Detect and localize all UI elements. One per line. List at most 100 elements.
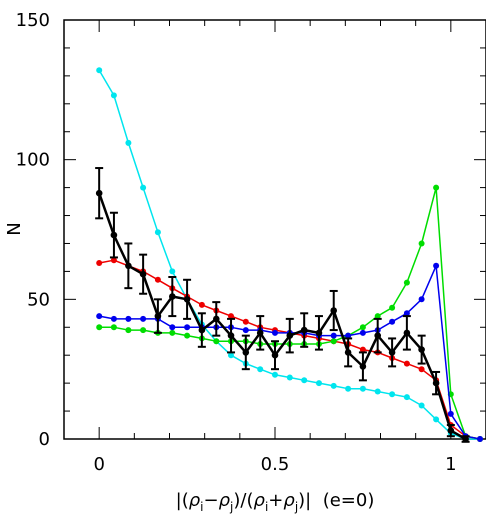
x-label-open: |( (176, 490, 189, 511)
data-point (198, 326, 206, 334)
data-point (125, 315, 132, 322)
data-point (432, 379, 440, 387)
data-point (140, 327, 147, 334)
data-point (286, 332, 294, 339)
data-point (96, 313, 103, 320)
data-point (286, 374, 293, 381)
data-point (447, 410, 454, 417)
data-point (169, 329, 176, 336)
data-point (227, 332, 235, 339)
data-point (228, 313, 234, 320)
data-point (330, 307, 338, 314)
data-point (374, 332, 382, 339)
data-point (257, 366, 264, 373)
data-point (433, 416, 440, 423)
data-point (169, 293, 176, 300)
data-point (403, 329, 411, 337)
y-axis-label: N (4, 222, 25, 235)
data-point (96, 67, 103, 74)
data-point (345, 385, 352, 392)
data-point (418, 402, 425, 409)
data-point (462, 435, 469, 443)
data-point (272, 371, 278, 378)
data-point (213, 338, 220, 345)
data-point (301, 377, 308, 384)
x-tick-label: 0 (93, 454, 104, 475)
x-label-sub-j-1: j (229, 500, 233, 514)
series-0 (96, 67, 483, 442)
data-point (330, 332, 337, 339)
series-line (98, 69, 480, 440)
data-point (403, 310, 410, 317)
data-point (403, 394, 410, 401)
data-point (96, 260, 103, 266)
data-point (418, 240, 425, 247)
data-point (389, 318, 396, 325)
y-tick-label: 150 (16, 10, 50, 31)
x-label-sub-i-1: i (200, 500, 203, 514)
data-point (242, 327, 249, 334)
x-label-sub-i-2: i (265, 500, 268, 514)
x-tick-label: 1 (445, 454, 456, 475)
data-point (110, 231, 118, 239)
x-axis-label: |(ρi−ρj)/(ρi+ρj)| (e=0) (176, 490, 375, 514)
x-label-close: )| (298, 490, 311, 511)
data-point (433, 262, 440, 269)
data-point (359, 329, 366, 336)
data-point (300, 326, 308, 334)
data-point (330, 382, 337, 389)
data-point (315, 329, 323, 337)
data-point (477, 436, 483, 442)
data-point (96, 324, 103, 331)
data-point (198, 301, 205, 308)
data-point (183, 296, 191, 303)
data-point (95, 189, 103, 197)
x-label-suffix: (e=0) (311, 490, 374, 511)
data-point (330, 338, 337, 345)
data-point (228, 352, 234, 359)
data-point (154, 276, 161, 283)
x-label-rho-4: ρ (283, 490, 295, 511)
data-point (184, 332, 191, 339)
y-tick-label: 0 (39, 429, 50, 450)
data-point (359, 346, 366, 353)
ticks-layer: 0 0.5 1 0 50 100 150 (16, 10, 486, 475)
data-point (110, 324, 117, 331)
data-point (433, 184, 440, 191)
data-point (374, 313, 381, 320)
x-label-rho-2: ρ (219, 490, 231, 511)
data-point (388, 349, 396, 356)
data-point (140, 184, 147, 191)
data-point (345, 332, 352, 339)
data-point (316, 380, 322, 387)
data-point (403, 279, 410, 286)
data-point (110, 315, 117, 322)
data-point (359, 385, 366, 392)
series-4 (95, 167, 470, 443)
data-point (242, 318, 249, 325)
data-point (389, 304, 396, 311)
data-point (271, 351, 279, 359)
data-point (154, 312, 162, 320)
data-point (125, 262, 132, 270)
data-point (403, 360, 410, 367)
data-point (110, 257, 117, 264)
x-label-rho-1: ρ (189, 490, 201, 511)
data-point (256, 329, 264, 337)
x-label-minus: − (204, 490, 219, 511)
x-tick-label: 0.5 (261, 454, 290, 475)
data-point (184, 324, 191, 331)
series-line (98, 192, 467, 441)
data-point (418, 296, 425, 303)
data-point (110, 92, 117, 99)
data-point (169, 324, 176, 331)
x-label-plus: + (268, 490, 283, 511)
data-point (447, 427, 455, 434)
data-point (359, 324, 366, 331)
data-point (374, 388, 381, 395)
x-label-sub-j-2: j (294, 500, 298, 514)
x-label-rho-3: ρ (254, 490, 266, 511)
data-point (213, 315, 220, 323)
data-point (140, 315, 147, 322)
